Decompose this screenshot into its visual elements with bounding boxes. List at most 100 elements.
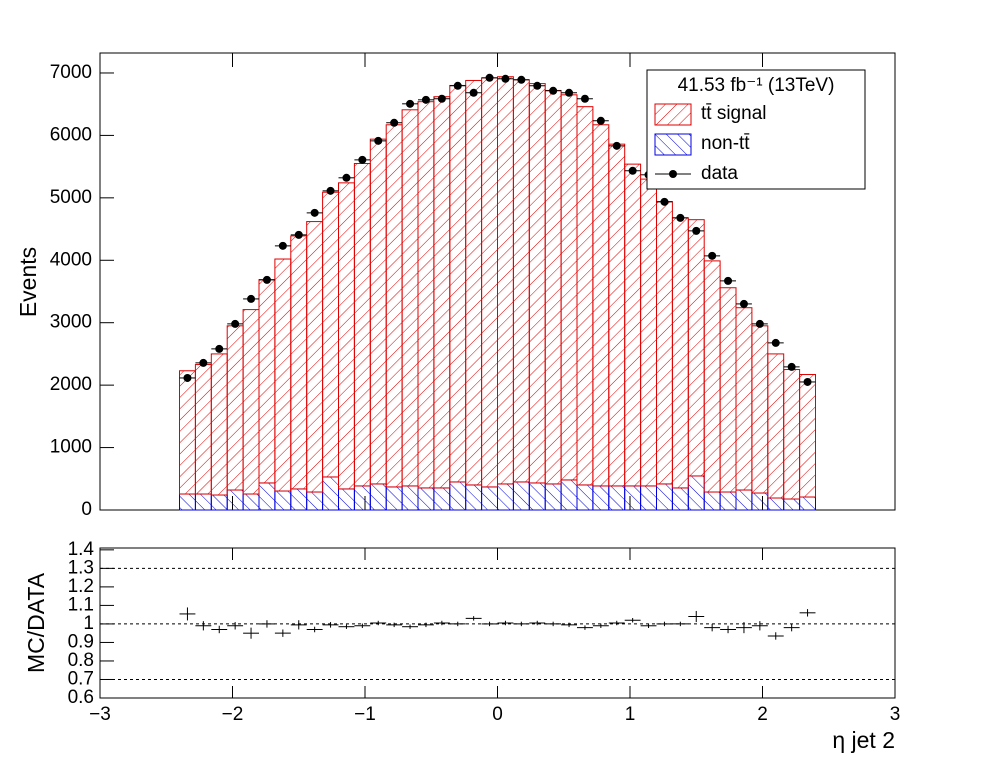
data-point (421, 95, 430, 104)
bar (274, 258, 292, 492)
bar (799, 496, 816, 511)
bar (465, 484, 483, 511)
data-point (755, 319, 764, 328)
bar (417, 487, 435, 511)
bar (640, 485, 657, 511)
y-tick-label: 1.2 (68, 576, 94, 597)
y-tick-label: 3000 (50, 312, 92, 333)
bar (179, 493, 196, 511)
y-tick-label: 1.1 (68, 594, 94, 615)
bar (608, 485, 626, 511)
bar (242, 309, 260, 495)
y-tick-label: 1.4 (68, 539, 95, 560)
y-tick-label: 0.8 (68, 650, 94, 671)
bar (560, 94, 578, 481)
bar (560, 479, 578, 511)
bar (194, 364, 212, 495)
bar (799, 374, 816, 498)
bar (656, 201, 673, 485)
data-point (724, 276, 733, 285)
x-tick-label: 2 (757, 704, 768, 725)
data-point (374, 136, 383, 145)
y-tick-label: 0.9 (68, 631, 94, 652)
data-point (771, 338, 780, 347)
x-tick-label: −1 (354, 704, 376, 725)
data-point (739, 299, 748, 308)
y-axis-label: Events (15, 247, 41, 317)
bar (242, 493, 260, 511)
data-point (533, 81, 542, 90)
bar (544, 483, 562, 511)
bar (671, 217, 689, 489)
bar (767, 497, 785, 511)
bar (369, 483, 387, 511)
bar (497, 76, 514, 485)
data-point (215, 344, 224, 353)
bar (481, 486, 499, 511)
data-point (803, 377, 812, 386)
bar (258, 482, 276, 511)
y-tick-label: 2000 (50, 374, 92, 395)
y-tick-label: 4000 (50, 249, 92, 270)
bar (306, 221, 324, 493)
bar (687, 219, 705, 477)
data-point (787, 362, 796, 371)
data-point (199, 358, 208, 367)
data-point (247, 294, 256, 303)
data-point (628, 166, 637, 175)
data-point (406, 99, 415, 108)
bar (417, 101, 435, 489)
bar (751, 492, 769, 511)
bar (274, 490, 292, 511)
data-point (692, 226, 701, 235)
bar (608, 143, 626, 487)
bar (512, 79, 530, 483)
bar (306, 491, 324, 511)
bar (338, 182, 355, 490)
bar (735, 489, 753, 511)
bar (624, 163, 642, 487)
x-axis-label: η jet 2 (832, 727, 895, 753)
data-point (437, 94, 446, 103)
bar (210, 353, 228, 496)
bar (385, 486, 403, 511)
bar (226, 489, 244, 511)
legend-box (646, 69, 866, 190)
bar (735, 307, 753, 491)
bar (624, 485, 642, 511)
bar (687, 475, 705, 511)
bar (576, 484, 594, 511)
data-point (660, 197, 669, 206)
data-point (342, 173, 351, 182)
data-point (294, 230, 303, 239)
bar (767, 353, 785, 499)
data-point (469, 88, 478, 97)
bar (783, 498, 801, 511)
legend-swatch (654, 103, 692, 126)
bar (671, 487, 689, 511)
data-point (517, 75, 526, 84)
y-tick-label: 1 (83, 613, 94, 634)
x-tick-label: 0 (492, 704, 503, 725)
data-point (565, 88, 574, 97)
data-point (358, 155, 367, 164)
y-tick-label: 1.3 (68, 557, 94, 578)
bar (385, 124, 403, 488)
data-point (231, 319, 240, 328)
bar (528, 482, 546, 511)
legend-header: 41.53 fb⁻¹ (13TeV) (678, 75, 835, 96)
data-point (596, 116, 605, 125)
data-point (501, 74, 510, 83)
x-tick-label: −2 (222, 704, 244, 725)
y-tick-label: 0.6 (68, 687, 94, 708)
data-point (310, 208, 319, 217)
bar (322, 476, 340, 511)
y-tick-label: 1000 (50, 437, 92, 458)
bar (449, 481, 467, 511)
bar (258, 279, 276, 484)
y-tick-label: 0.7 (68, 668, 94, 689)
bar (226, 325, 244, 491)
legend-label: tt̄ signal (701, 103, 766, 124)
data-point (453, 81, 462, 90)
